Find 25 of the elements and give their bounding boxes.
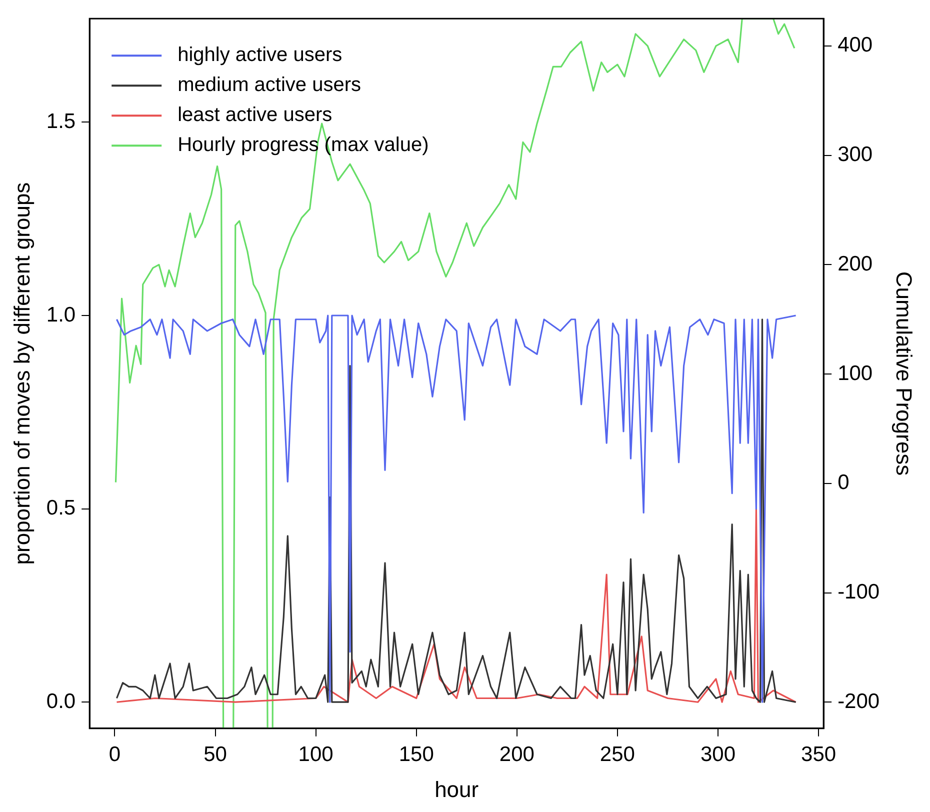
y2-tick-label: 200 bbox=[838, 252, 873, 276]
y-tick-label: 0.0 bbox=[46, 690, 76, 713]
legend-label: least active users bbox=[178, 104, 332, 126]
legend-label: medium active users bbox=[178, 74, 361, 96]
y-tick-label: 1.5 bbox=[46, 110, 76, 134]
y2-tick-label: 300 bbox=[838, 143, 873, 166]
y2-tick-label: 400 bbox=[838, 34, 873, 57]
x-tick-label: 300 bbox=[700, 742, 736, 766]
y-axis-title: proportion of moves by different groups bbox=[9, 182, 34, 565]
x-tick-label: 100 bbox=[298, 742, 334, 766]
x-tick-label: 0 bbox=[108, 742, 121, 766]
x-tick-label: 250 bbox=[600, 742, 635, 766]
x-axis-title: hour bbox=[434, 776, 479, 802]
y-tick-label: 1.0 bbox=[46, 303, 76, 326]
x-tick-label: 50 bbox=[204, 742, 227, 766]
y-tick-label: 0.5 bbox=[46, 496, 76, 520]
y2-tick-label: 0 bbox=[838, 471, 850, 494]
x-tick-label: 200 bbox=[499, 742, 534, 766]
y2-tick-label: -100 bbox=[838, 580, 880, 604]
y2-axis-title: Cumulative Progress bbox=[892, 271, 917, 476]
y2-tick-label: 100 bbox=[838, 362, 873, 385]
x-tick-label: 350 bbox=[801, 742, 836, 766]
legend-label: highly active users bbox=[178, 44, 342, 66]
x-tick-label: 150 bbox=[398, 742, 434, 766]
y2-tick-label: -200 bbox=[838, 690, 880, 713]
